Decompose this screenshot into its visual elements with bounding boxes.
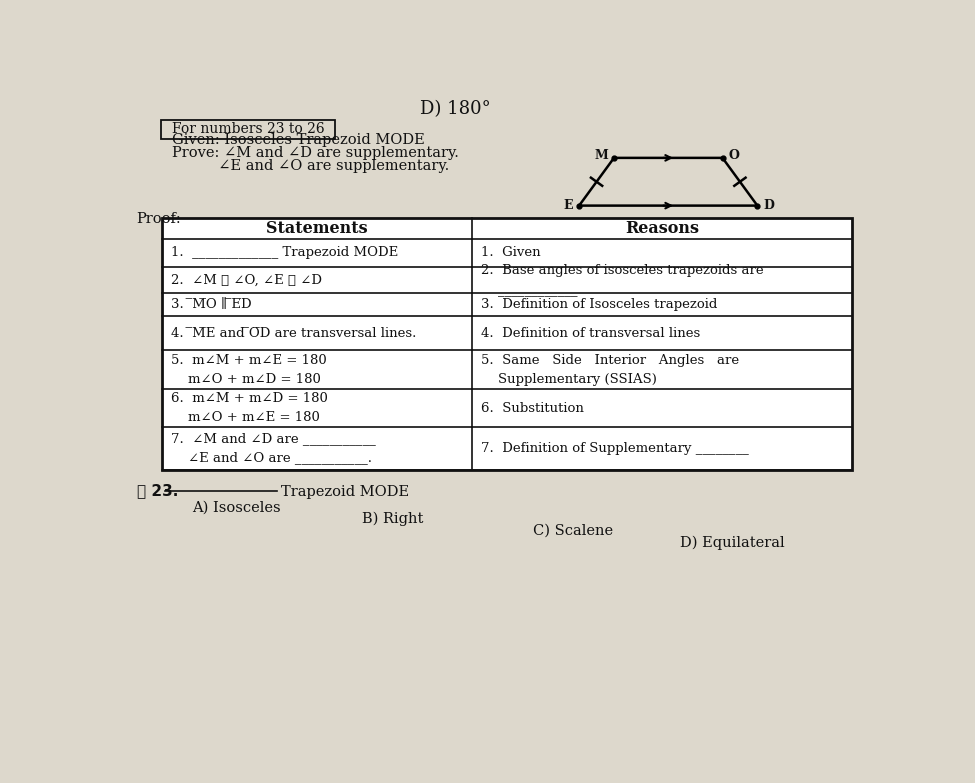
FancyBboxPatch shape <box>162 120 335 139</box>
Text: Given: Isosceles Trapezoid MODE: Given: Isosceles Trapezoid MODE <box>173 133 425 147</box>
Text: ⓓ 23.: ⓓ 23. <box>137 483 178 498</box>
Text: D) Equilateral: D) Equilateral <box>680 535 785 550</box>
Text: 6.  Substitution: 6. Substitution <box>482 402 584 415</box>
Text: 4.  ̅M̅E and ̅O̅D are transversal lines.: 4. ̅M̅E and ̅O̅D are transversal lines. <box>172 327 417 340</box>
Text: 7.  Definition of Supplementary ________: 7. Definition of Supplementary ________ <box>482 442 749 455</box>
Text: O: O <box>728 149 740 162</box>
Text: Statements: Statements <box>266 220 368 236</box>
Text: 1.  _____________ Trapezoid MODE: 1. _____________ Trapezoid MODE <box>172 247 399 259</box>
Text: Reasons: Reasons <box>625 220 699 236</box>
Text: ∠E and ∠O are supplementary.: ∠E and ∠O are supplementary. <box>173 160 449 173</box>
Text: D) 180°: D) 180° <box>420 100 490 118</box>
Text: Trapezoid MODE: Trapezoid MODE <box>281 485 409 499</box>
Text: 7.  ∠M and ∠D are ___________
    ∠E and ∠O are ___________.: 7. ∠M and ∠D are ___________ ∠E and ∠O a… <box>172 432 376 464</box>
Text: Proof:: Proof: <box>136 211 180 226</box>
Text: 2.  Base angles of isosceles trapezoids are
    ____________: 2. Base angles of isosceles trapezoids a… <box>482 264 764 296</box>
Text: 2.  ∠M ≅ ∠O, ∠E ≅ ∠D: 2. ∠M ≅ ∠O, ∠E ≅ ∠D <box>172 273 323 287</box>
Text: C) Scalene: C) Scalene <box>532 524 612 538</box>
Text: M: M <box>594 149 607 162</box>
Text: A) Isosceles: A) Isosceles <box>192 500 280 514</box>
Text: 4.  Definition of transversal lines: 4. Definition of transversal lines <box>482 327 701 340</box>
Text: B) Right: B) Right <box>362 512 423 526</box>
Text: 1.  Given: 1. Given <box>482 247 541 259</box>
Text: 6.  m∠M + m∠D = 180
    m∠O + m∠E = 180: 6. m∠M + m∠D = 180 m∠O + m∠E = 180 <box>172 392 329 424</box>
Text: For numbers 23 to 26: For numbers 23 to 26 <box>172 122 325 136</box>
Text: Prove: ∠M and ∠D are supplementary.: Prove: ∠M and ∠D are supplementary. <box>173 146 459 161</box>
Text: 5.  Same   Side   Interior   Angles   are
    Supplementary (SSIAS): 5. Same Side Interior Angles are Supplem… <box>482 354 740 385</box>
Text: D: D <box>763 199 774 212</box>
Text: 3.  ̅M̅O ∥ ̅E̅D: 3. ̅M̅O ∥ ̅E̅D <box>172 298 253 311</box>
Text: 5.  m∠M + m∠E = 180
    m∠O + m∠D = 180: 5. m∠M + m∠E = 180 m∠O + m∠D = 180 <box>172 354 328 385</box>
Text: E: E <box>564 199 573 212</box>
Text: 3.  Definition of Isosceles trapezoid: 3. Definition of Isosceles trapezoid <box>482 298 718 311</box>
Bar <box>162 218 852 470</box>
